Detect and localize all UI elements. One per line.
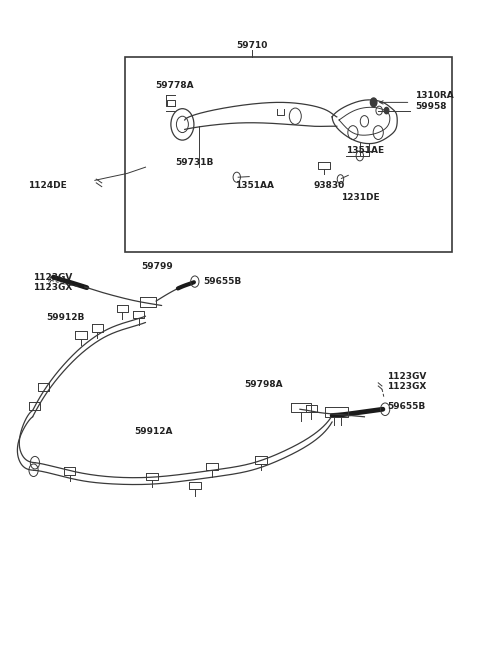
Text: 93830: 93830 [314,181,345,191]
Text: 59958: 59958 [415,102,446,111]
Text: 1123GX: 1123GX [387,382,427,391]
Text: 59655B: 59655B [387,402,426,411]
Text: 59912A: 59912A [134,426,172,436]
Text: 1351AA: 1351AA [235,181,275,191]
Text: 59731B: 59731B [176,157,214,166]
Text: 1124DE: 1124DE [28,181,67,191]
Text: 1123GX: 1123GX [33,283,72,292]
Text: 59778A: 59778A [155,81,193,90]
Text: 1123GV: 1123GV [33,273,72,282]
Text: 59798A: 59798A [245,380,283,389]
Text: 59655B: 59655B [203,277,241,286]
Text: 1231DE: 1231DE [341,193,380,202]
Text: 1123GV: 1123GV [387,372,427,381]
Text: 59912B: 59912B [47,314,85,322]
Text: 1310RA: 1310RA [415,91,454,100]
Text: 59710: 59710 [236,41,267,50]
Circle shape [371,98,377,107]
Text: 59799: 59799 [141,262,173,271]
Bar [125,57,452,252]
Circle shape [384,107,389,114]
Text: 1351AE: 1351AE [346,145,384,155]
